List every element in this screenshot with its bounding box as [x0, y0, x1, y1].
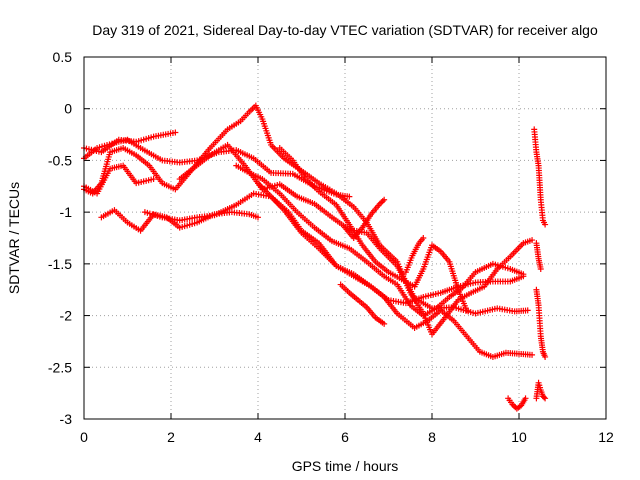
data-point — [381, 320, 388, 327]
y-tick-label: -1 — [60, 204, 73, 220]
data-point — [346, 193, 353, 200]
data-point — [542, 395, 549, 402]
data-point — [463, 307, 470, 314]
data-series — [81, 102, 549, 412]
series-sat-r — [533, 379, 549, 402]
series-sat-h — [233, 162, 527, 319]
data-point — [520, 271, 527, 278]
data-point — [522, 395, 529, 402]
y-tick-label: -2.5 — [48, 359, 72, 375]
x-tick-label: 12 — [598, 429, 614, 445]
data-point — [524, 307, 531, 314]
y-tick-label: -1.5 — [48, 256, 72, 272]
x-tick-label: 10 — [511, 429, 527, 445]
x-tick-label: 0 — [80, 429, 88, 445]
axis-ticks: 0 2 4 6 8 10 12 0.5 0 -0.5 -1 -1.5 -2 -2.5 -3 — [48, 49, 614, 445]
y-tick-label: 0 — [64, 101, 72, 117]
y-tick-label: -2 — [60, 308, 73, 324]
data-point — [541, 394, 548, 401]
data-point — [537, 266, 544, 273]
chart-title: Day 319 of 2021, Sidereal Day-to-day VTE… — [92, 22, 598, 38]
data-point — [379, 198, 386, 205]
x-tick-label: 2 — [167, 429, 175, 445]
data-point — [542, 353, 549, 360]
y-tick-label: -3 — [60, 411, 73, 427]
data-point — [150, 176, 157, 183]
series-sat-k — [342, 196, 388, 241]
data-point — [542, 221, 549, 228]
x-tick-label: 6 — [341, 429, 349, 445]
x-tick-label: 4 — [254, 429, 262, 445]
series-sat-n — [505, 395, 529, 412]
data-point — [172, 129, 179, 136]
series-sat-l — [276, 145, 470, 314]
series-sat-p — [533, 240, 544, 273]
series-sat-d — [81, 141, 531, 317]
series-sat-m — [402, 235, 427, 276]
data-point — [381, 196, 388, 203]
data-point — [378, 199, 385, 206]
x-axis-label: GPS time / hours — [292, 458, 399, 474]
x-tick-label: 8 — [428, 429, 436, 445]
series-sat-g — [176, 102, 536, 338]
data-point — [529, 351, 536, 358]
data-point — [255, 214, 261, 221]
plot-frame — [83, 56, 607, 420]
grid — [84, 57, 606, 419]
y-tick-label: 0.5 — [53, 49, 73, 65]
y-tick-label: -0.5 — [48, 152, 72, 168]
series-sat-f — [141, 190, 527, 307]
series-sat-i — [255, 180, 536, 360]
y-axis-label: SDTVAR / TECUs — [6, 182, 22, 294]
data-point — [420, 235, 427, 241]
series-sat-o — [531, 126, 549, 228]
series-sat-c — [81, 136, 353, 200]
series-sat-q — [533, 286, 549, 360]
data-point — [529, 237, 536, 244]
series-sat-j — [337, 281, 388, 327]
